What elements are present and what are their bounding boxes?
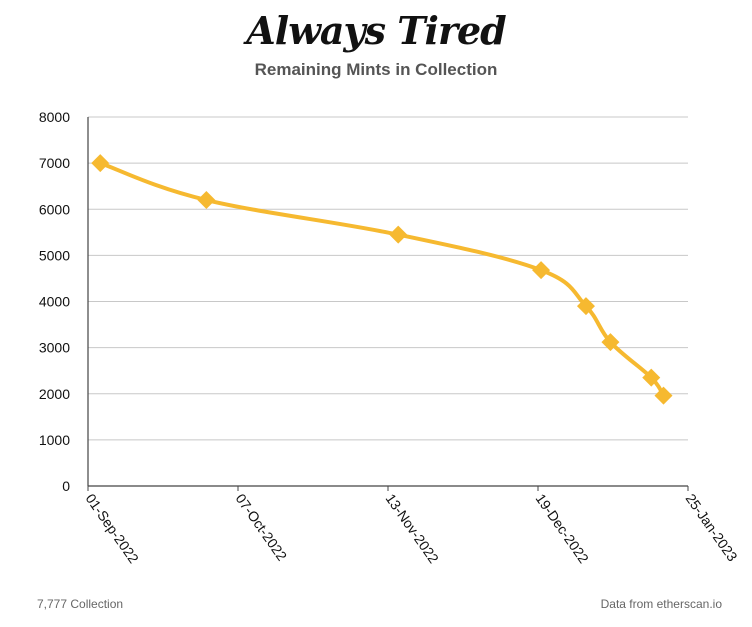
data-point-marker — [532, 261, 551, 280]
y-tick-label: 6000 — [39, 201, 70, 217]
y-tick-label: 1000 — [39, 432, 70, 448]
chart-subtitle: Remaining Mints in Collection — [254, 60, 498, 79]
y-tick-label: 0 — [62, 478, 70, 494]
data-point-marker — [91, 154, 110, 173]
chart-title: Always Tired — [246, 8, 506, 53]
data-point-marker — [389, 225, 408, 244]
y-axis-ticks: 0 1000 2000 3000 4000 5000 6000 7000 8000 — [39, 109, 70, 494]
series-group — [91, 154, 673, 405]
data-point-marker — [654, 386, 673, 405]
y-tick-label: 8000 — [39, 109, 70, 125]
x-tick-label: 25-Jan-2023 — [683, 491, 741, 565]
y-tick-label: 4000 — [39, 294, 70, 310]
series-line — [98, 161, 666, 398]
data-point-marker — [642, 368, 661, 387]
x-tick-label: 19-Dec-2022 — [533, 491, 593, 567]
y-tick-label: 7000 — [39, 155, 70, 171]
y-tick-label: 2000 — [39, 386, 70, 402]
x-tick-label: 07-Oct-2022 — [233, 491, 291, 564]
data-point-marker — [601, 333, 620, 352]
x-tick-label: 01-Sep-2022 — [83, 491, 143, 567]
x-tick-label: 13-Nov-2022 — [383, 491, 443, 567]
footer-source-label: Data from etherscan.io — [600, 597, 722, 611]
x-axis-ticks: 01-Sep-2022 07-Oct-2022 13-Nov-2022 19-Dec-… — [83, 486, 741, 566]
y-tick-label: 5000 — [39, 247, 70, 263]
data-point-marker — [576, 297, 595, 316]
data-point-marker — [197, 191, 216, 210]
grid-lines — [87, 116, 688, 487]
footer-collection-label: 7,777 Collection — [37, 597, 124, 611]
y-tick-label: 3000 — [39, 340, 70, 356]
